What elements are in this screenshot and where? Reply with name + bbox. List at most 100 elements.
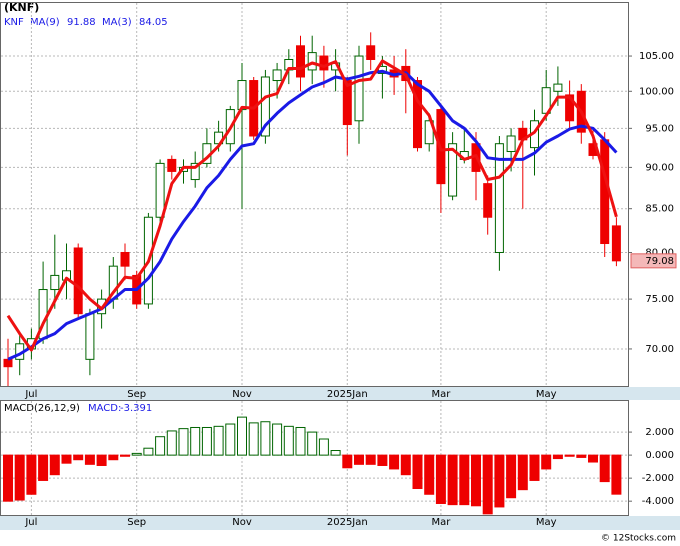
macd-bar xyxy=(354,454,364,465)
macd-bar xyxy=(84,454,95,465)
macd-bar xyxy=(237,416,247,456)
macd-bar xyxy=(330,450,341,456)
macd-bar xyxy=(131,452,142,456)
macd-bar xyxy=(61,454,72,464)
candle-body xyxy=(565,94,575,122)
macd-bar xyxy=(564,454,575,457)
x-tick-label: Jul xyxy=(24,517,37,528)
macd-bar xyxy=(49,454,60,476)
y-tick-label: 75.00 xyxy=(645,294,674,305)
candle-body xyxy=(366,45,376,60)
x-tick-label: Sep xyxy=(127,517,146,528)
candle-body xyxy=(260,76,270,137)
x-tick-label: May xyxy=(536,389,557,400)
macd-bar xyxy=(190,426,201,456)
candle-body xyxy=(448,143,458,197)
macd-bar xyxy=(120,454,130,457)
macd-bar xyxy=(201,426,212,456)
ma-line xyxy=(6,59,618,352)
macd-title: MACD(26,12,9) xyxy=(4,403,80,414)
macd-bar xyxy=(435,454,446,504)
candle-body xyxy=(167,158,177,172)
candle-body xyxy=(319,55,329,71)
macd-bar xyxy=(494,454,505,508)
x-axis-strip xyxy=(0,387,680,400)
macd-bar xyxy=(482,454,493,515)
macd-bar xyxy=(73,454,84,461)
candle-body xyxy=(424,120,434,145)
macd-bar xyxy=(143,447,154,456)
candle-body xyxy=(73,247,83,315)
x-axis-strip xyxy=(0,516,680,530)
macd-bar xyxy=(307,431,318,456)
legend-label: MA(9) xyxy=(30,17,60,28)
candle-body xyxy=(120,251,130,267)
macd-bar xyxy=(108,454,119,461)
y-tick-label: 2.000 xyxy=(645,427,674,438)
macd-bar xyxy=(283,425,294,456)
candle-body xyxy=(50,274,60,291)
macd-bar xyxy=(14,454,25,501)
macd-bar xyxy=(400,454,411,476)
macd-bar xyxy=(412,454,423,490)
price-tag-label: 79.08 xyxy=(645,256,674,267)
ma-line xyxy=(7,69,618,361)
macd-bar xyxy=(541,454,552,470)
y-tick-label: 85.00 xyxy=(645,204,674,215)
macd-bar xyxy=(248,422,259,456)
macd-bar xyxy=(517,454,528,491)
macd-bar xyxy=(447,454,458,506)
macd-bar xyxy=(459,454,470,506)
candle-body xyxy=(413,80,422,149)
candle-body xyxy=(483,183,493,218)
candle-body xyxy=(354,55,364,122)
legend-label: MA(3) xyxy=(102,17,132,28)
x-tick-label: Nov xyxy=(232,389,252,400)
y-tick-label: 100.00 xyxy=(639,86,674,97)
macd-bar xyxy=(178,428,189,456)
legend-value: 84.05 xyxy=(139,17,168,28)
macd-bar xyxy=(576,454,587,458)
macd-bar xyxy=(365,454,376,465)
y-tick-label: 105.00 xyxy=(639,51,674,62)
macd-bar xyxy=(26,454,37,495)
y-tick-label: 0.000 xyxy=(645,450,674,461)
macd-bar xyxy=(213,425,224,456)
price-frame xyxy=(0,2,629,387)
y-tick-label: 70.00 xyxy=(645,344,674,355)
macd-bar xyxy=(96,454,107,466)
macd-bar xyxy=(552,454,563,460)
candle-body xyxy=(3,358,13,368)
macd-bar xyxy=(318,438,329,456)
macd-bar xyxy=(3,454,13,502)
macd-label: MACD: xyxy=(88,403,121,414)
macd-bar xyxy=(588,454,598,463)
candle-body xyxy=(611,225,621,262)
x-tick-label: May xyxy=(536,517,557,528)
candle-body xyxy=(85,313,95,360)
y-tick-label: 80.00 xyxy=(645,247,674,258)
x-tick-label: Mar xyxy=(431,517,451,528)
candle-body xyxy=(272,69,282,82)
ticker: KNF xyxy=(4,17,24,28)
chart-title: (KNF) xyxy=(4,1,39,14)
candle-body xyxy=(494,143,504,253)
y-tick-label: -2.000 xyxy=(642,473,674,484)
macd-bar xyxy=(225,423,236,456)
candle-body xyxy=(342,80,352,126)
macd-bar xyxy=(506,454,517,499)
candle-body xyxy=(307,52,317,71)
x-tick-label: Jul xyxy=(24,389,37,400)
y-tick-label: 95.00 xyxy=(645,123,674,134)
candle-body xyxy=(600,139,610,245)
macd-bar xyxy=(529,454,540,481)
macd-frame xyxy=(0,400,629,516)
y-tick-label: -4.000 xyxy=(642,496,674,507)
candle-body xyxy=(506,135,516,153)
candle-body xyxy=(553,83,563,92)
macd-bar xyxy=(342,454,353,469)
candle-body xyxy=(155,162,165,218)
macd-bar xyxy=(471,454,481,507)
macd-bar xyxy=(599,454,610,483)
